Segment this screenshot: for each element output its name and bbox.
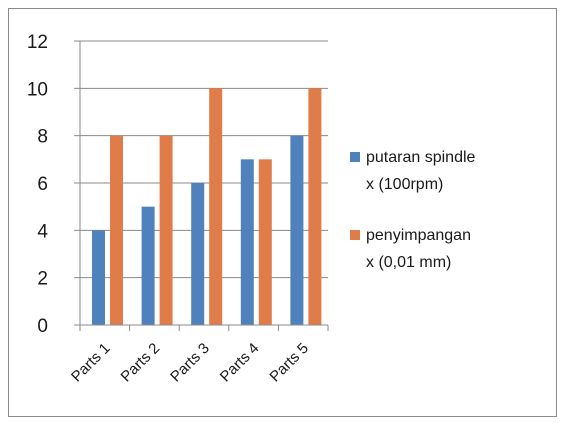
y-tick-label: 2 bbox=[37, 269, 48, 290]
bar-penyimpangan-1 bbox=[110, 135, 123, 325]
legend-label: x (100rpm) bbox=[366, 176, 443, 193]
y-tick-label: 12 bbox=[27, 32, 48, 53]
bar-penyimpangan-5 bbox=[308, 88, 322, 325]
y-tick-label: 0 bbox=[37, 316, 48, 337]
x-category-label: Parts 2 bbox=[118, 340, 164, 386]
legend-swatch-penyimpangan bbox=[350, 230, 360, 240]
bar-putaran-spindle-4 bbox=[240, 159, 254, 325]
y-tick-label: 6 bbox=[37, 174, 48, 195]
legend-label: penyimpangan bbox=[366, 227, 471, 244]
bar-putaran-spindle-5 bbox=[290, 135, 304, 325]
bar-putaran-spindle-1 bbox=[92, 230, 105, 325]
legend-label: x (0,01 mm) bbox=[366, 254, 451, 271]
y-tick-label: 4 bbox=[37, 221, 48, 242]
bar-penyimpangan-4 bbox=[258, 159, 272, 325]
legend: putaran spindle x (100rpm) penyimpangan x (… bbox=[350, 149, 476, 271]
x-category-label: Parts 4 bbox=[217, 340, 263, 386]
y-tick-label: 10 bbox=[27, 79, 48, 100]
bar-putaran-spindle-2 bbox=[141, 206, 155, 325]
axes bbox=[74, 40, 329, 331]
x-category-label: Parts 1 bbox=[68, 340, 114, 386]
y-tick-label: 8 bbox=[37, 127, 48, 148]
legend-label: putaran spindle bbox=[366, 149, 476, 166]
x-axis-category-labels: Parts 1 Parts 2 Parts 3 Parts 4 Parts 5 bbox=[68, 340, 312, 386]
x-category-label: Parts 3 bbox=[167, 340, 213, 386]
y-axis-tick-labels: 0 2 4 6 8 10 12 bbox=[27, 32, 49, 337]
bar-penyimpangan-3 bbox=[209, 88, 223, 325]
legend-swatch-putaran-spindle bbox=[350, 152, 360, 162]
x-category-label: Parts 5 bbox=[266, 340, 312, 386]
bar-putaran-spindle-3 bbox=[191, 183, 205, 325]
bar-penyimpangan-2 bbox=[159, 135, 173, 325]
chart-frame bbox=[8, 8, 557, 417]
bars bbox=[92, 88, 322, 325]
